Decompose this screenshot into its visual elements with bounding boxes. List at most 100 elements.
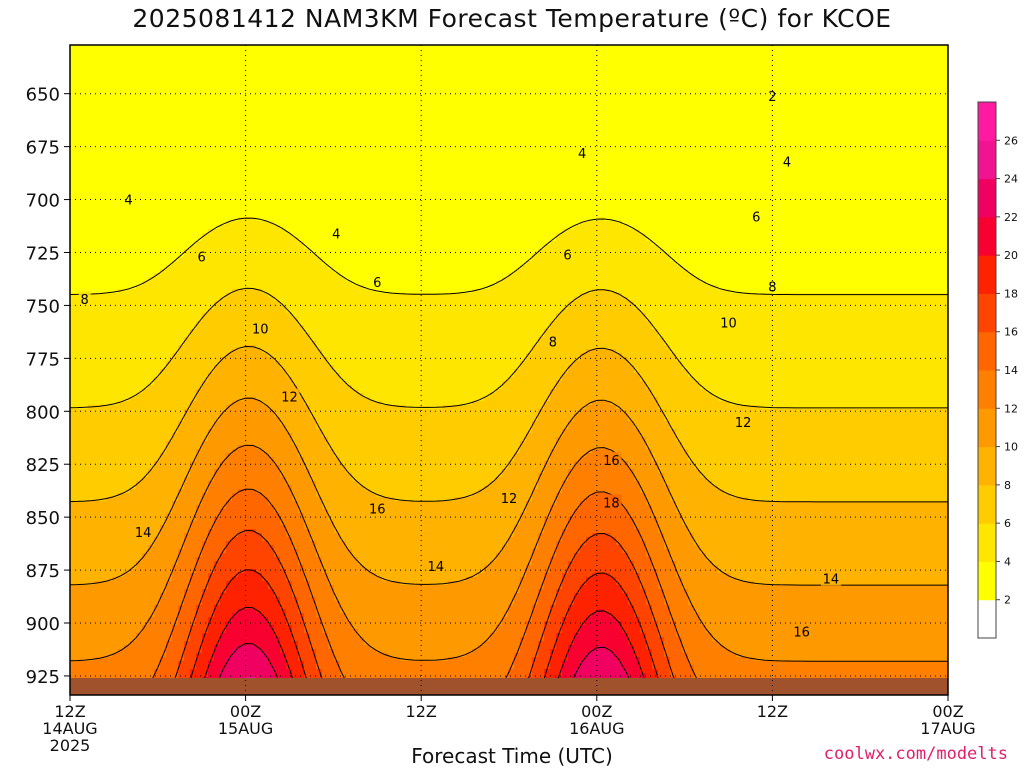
field-cell [226,613,233,618]
field-cell [112,213,119,218]
field-cell [136,101,143,106]
field-cell [184,57,191,62]
field-cell [76,609,83,614]
field-cell [130,461,137,466]
field-cell [214,81,221,86]
field-cell [238,437,245,442]
field-cell [172,517,179,522]
field-cell [112,209,119,214]
field-cell [148,241,155,246]
field-cell [88,661,95,666]
field-cell [88,85,95,90]
field-cell [124,525,131,530]
field-cell [118,177,125,182]
field-cell [106,329,113,334]
field-cell [214,97,221,102]
field-cell [70,481,77,486]
field-cell [238,145,245,150]
field-cell [190,173,197,178]
field-cell [250,221,257,226]
field-cell [244,325,251,330]
field-cell [244,549,251,554]
field-cell [202,501,209,506]
field-cell [190,165,197,170]
field-cell [94,333,101,338]
field-cell [178,593,185,598]
field-cell [106,73,113,78]
field-cell [238,213,245,218]
field-cell [94,297,101,302]
field-cell [136,121,143,126]
field-cell [166,241,173,246]
field-cell [154,189,161,194]
field-cell [118,349,125,354]
field-cell [118,105,125,110]
field-cell [118,461,125,466]
field-cell [112,357,119,362]
field-cell [142,469,149,474]
field-cell [232,521,239,526]
field-cell [136,229,143,234]
field-cell [82,177,89,182]
field-cell [100,421,107,426]
field-cell [196,57,203,62]
field-cell [76,193,83,198]
field-cell [166,69,173,74]
field-cell [184,81,191,86]
field-cell [166,297,173,302]
field-cell [196,621,203,626]
field-cell [118,569,125,574]
field-cell [148,329,155,334]
field-cell [214,317,221,322]
field-cell [238,329,245,334]
field-cell [196,357,203,362]
field-cell [118,153,125,158]
field-cell [94,537,101,542]
field-cell [202,269,209,274]
field-cell [70,285,77,290]
field-cell [100,557,107,562]
field-cell [118,73,125,78]
field-cell [214,65,221,70]
field-cell [184,541,191,546]
field-cell [208,261,215,266]
field-cell [136,129,143,134]
field-cell [202,553,209,558]
field-cell [94,553,101,558]
field-cell [124,57,131,62]
field-cell [184,341,191,346]
field-cell [202,61,209,66]
field-cell [76,101,83,106]
field-cell [100,601,107,606]
field-cell [70,445,77,450]
field-cell [166,489,173,494]
field-cell [238,49,245,54]
field-cell [172,173,179,178]
field-cell [136,73,143,78]
field-cell [94,93,101,98]
field-cell [148,505,155,510]
field-cell [88,341,95,346]
field-cell [94,201,101,206]
field-cell [172,489,179,494]
field-cell [100,253,107,258]
field-cell [208,561,215,566]
field-cell [220,233,227,238]
field-cell [112,497,119,502]
field-cell [172,53,179,58]
field-cell [160,73,167,78]
field-cell [214,233,221,238]
field-cell [76,593,83,598]
field-cell [124,313,131,318]
field-cell [136,265,143,270]
field-cell [136,641,143,646]
field-cell [196,525,203,530]
field-cell [124,649,131,654]
field-cell [184,49,191,54]
field-cell [112,113,119,118]
field-cell [184,545,191,550]
field-cell [184,365,191,370]
field-cell [214,161,221,166]
field-cell [118,581,125,586]
field-cell [82,645,89,650]
